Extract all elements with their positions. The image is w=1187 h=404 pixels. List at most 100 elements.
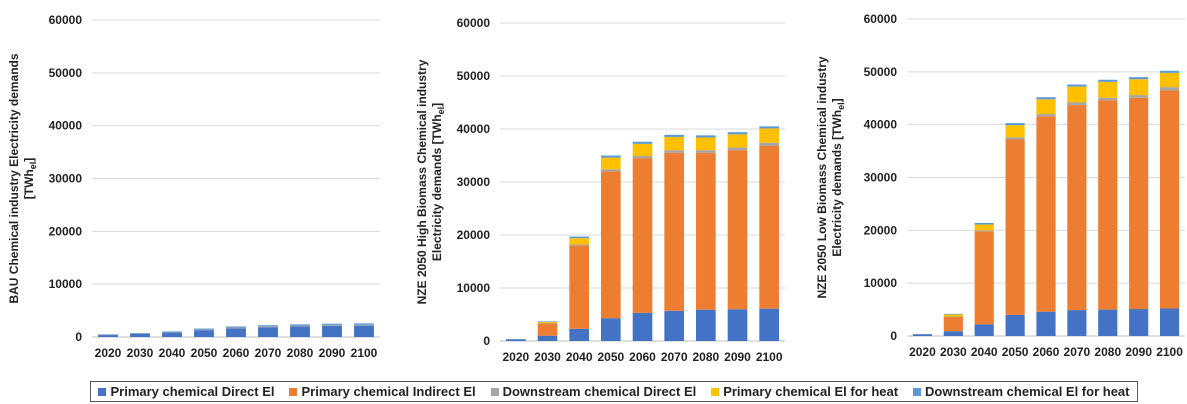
bar-segment bbox=[1129, 77, 1149, 80]
bar-segment bbox=[1005, 137, 1025, 140]
bar-segment bbox=[1098, 79, 1118, 82]
bar-segment bbox=[1129, 97, 1149, 310]
x-tick-label: 2100 bbox=[756, 350, 783, 364]
legend-label: Downstream chemical El for heat bbox=[925, 384, 1130, 399]
bar-segment bbox=[1036, 116, 1056, 312]
bar-segment bbox=[506, 339, 526, 341]
y-tick-label: 40000 bbox=[457, 122, 491, 136]
bar-segment bbox=[1067, 310, 1087, 336]
y-tick-label: 60000 bbox=[864, 12, 898, 26]
bar-segment bbox=[290, 324, 310, 326]
bar-segment bbox=[632, 143, 653, 157]
y-tick-label: 50000 bbox=[864, 65, 898, 79]
bar-segment bbox=[601, 157, 621, 170]
bar-segment bbox=[258, 325, 278, 327]
x-tick-label: 2030 bbox=[534, 350, 561, 364]
bar-segment bbox=[974, 224, 994, 231]
x-tick-label: 2030 bbox=[127, 346, 154, 360]
bar-segment bbox=[194, 329, 214, 331]
x-tick-label: 2070 bbox=[255, 346, 282, 360]
x-tick-label: 2040 bbox=[971, 345, 998, 359]
bar-segment bbox=[1036, 97, 1056, 100]
y-tick-label: 0 bbox=[483, 334, 490, 348]
bar-segment bbox=[943, 313, 963, 315]
bar-segment bbox=[664, 152, 684, 311]
bar-segment bbox=[943, 331, 963, 336]
x-tick-label: 2020 bbox=[909, 345, 936, 359]
bar-segment bbox=[130, 333, 150, 337]
y-tick-label: 30000 bbox=[864, 171, 898, 185]
x-tick-label: 2090 bbox=[319, 346, 346, 360]
charts-figure: 0 10000 20000 30000 40000 50000 60000 2020 2030 2… bbox=[7, 12, 1185, 364]
bar-segment bbox=[162, 332, 182, 333]
bar-segment bbox=[1067, 102, 1087, 106]
x-tick-label: 2060 bbox=[223, 346, 250, 360]
y-tick-label: 20000 bbox=[49, 224, 83, 238]
legend-swatch-primary-heat bbox=[711, 387, 720, 396]
bar-segment bbox=[130, 333, 150, 334]
bar-segment bbox=[727, 132, 748, 135]
bar-segment bbox=[506, 338, 526, 340]
bar-segment bbox=[696, 150, 716, 153]
chart-panel-3: 0 10000 20000 30000 40000 50000 60000 2020 2030 2… bbox=[815, 12, 1185, 359]
bar-segment bbox=[727, 150, 748, 310]
bar-segment bbox=[1098, 309, 1118, 336]
bar-segment bbox=[1159, 308, 1180, 336]
y-tick-label: 20000 bbox=[864, 223, 898, 237]
legend-swatch-primary-direct bbox=[98, 387, 107, 396]
bar-segment bbox=[1129, 79, 1149, 96]
bar-segment bbox=[943, 316, 963, 332]
bar-segment bbox=[537, 323, 558, 324]
bar-segment bbox=[537, 323, 558, 336]
bar-segment bbox=[322, 325, 342, 337]
bar-segment bbox=[943, 314, 963, 317]
x-tick-label: 2080 bbox=[692, 350, 719, 364]
bar-segment bbox=[1098, 100, 1118, 310]
bar-segment bbox=[632, 156, 653, 159]
bar-segment bbox=[696, 135, 716, 138]
x-tick-label: 2040 bbox=[159, 346, 186, 360]
bar-segment bbox=[537, 322, 558, 324]
bar-segment bbox=[1159, 90, 1180, 309]
bar-segment bbox=[1036, 114, 1056, 117]
bar-segment bbox=[664, 134, 684, 137]
y-tick-label: 40000 bbox=[49, 119, 83, 133]
chart-panel-1: 0 10000 20000 30000 40000 50000 60000 2020 2030 2… bbox=[7, 13, 380, 360]
bar-segment bbox=[1005, 314, 1025, 336]
chart-panel-2: 0 10000 20000 30000 40000 50000 60000 2020 2030 2… bbox=[415, 16, 785, 364]
bar-segment bbox=[974, 230, 994, 232]
y-axis-title: NZE 2050 Low Biomass Chemical industryEl… bbox=[815, 56, 846, 298]
bar-segment bbox=[226, 327, 246, 329]
bar-segment bbox=[98, 334, 118, 336]
bar-segment bbox=[601, 155, 621, 158]
bar-segment bbox=[569, 236, 589, 239]
bar-segment bbox=[1005, 139, 1025, 315]
bar-segment bbox=[696, 152, 716, 310]
bar-segment bbox=[1159, 87, 1180, 91]
x-tick-label: 2090 bbox=[724, 350, 751, 364]
bar-segment bbox=[98, 334, 118, 337]
x-tick-label: 2090 bbox=[1125, 345, 1152, 359]
legend-label: Primary chemical El for heat bbox=[723, 384, 899, 399]
bar-segment bbox=[258, 326, 278, 328]
legend-swatch-downstream-heat bbox=[913, 387, 922, 396]
x-tick-label: 2040 bbox=[566, 350, 593, 364]
bar-segment bbox=[162, 332, 182, 337]
bar-segment bbox=[912, 333, 933, 335]
y-tick-label: 60000 bbox=[49, 13, 83, 27]
x-tick-label: 2060 bbox=[1033, 345, 1060, 359]
bar-segment bbox=[912, 334, 933, 335]
x-tick-label: 2100 bbox=[1156, 345, 1183, 359]
bar-segment bbox=[727, 134, 748, 148]
bar-segment bbox=[1005, 123, 1025, 126]
y-tick-label: 50000 bbox=[49, 66, 83, 80]
x-tick-label: 2050 bbox=[597, 350, 624, 364]
bar-segment bbox=[974, 324, 994, 336]
bar-segment bbox=[601, 171, 621, 319]
y-tick-label: 0 bbox=[890, 329, 897, 343]
bar-segment bbox=[632, 158, 653, 313]
legend-item-primary-heat: Primary chemical El for heat bbox=[711, 384, 898, 399]
bar-segment bbox=[1036, 99, 1056, 115]
bar-segment bbox=[226, 326, 246, 328]
bar-segment bbox=[632, 312, 653, 341]
